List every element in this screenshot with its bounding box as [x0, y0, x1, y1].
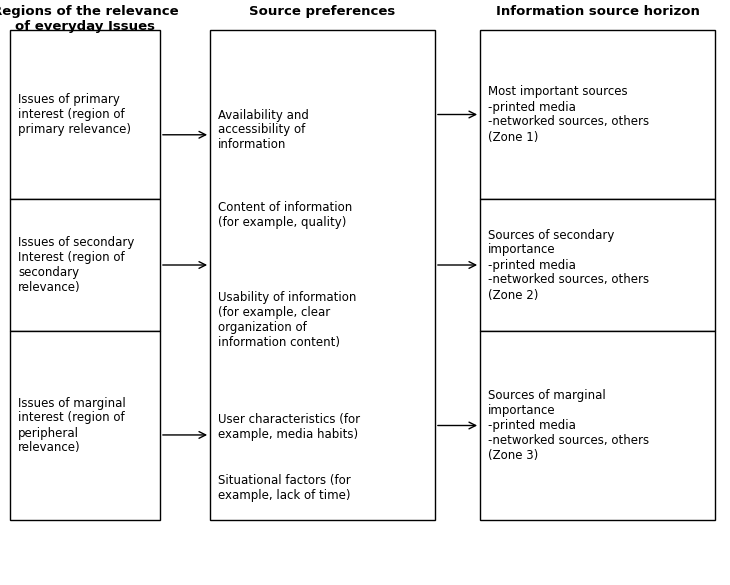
- Text: Most important sources
-printed media
-networked sources, others
(Zone 1): Most important sources -printed media -n…: [488, 85, 649, 143]
- Text: Sources of secondary
importance
-printed media
-networked sources, others
(Zone : Sources of secondary importance -printed…: [488, 229, 649, 301]
- Text: Issues of marginal
interest (region of
peripheral
relevance): Issues of marginal interest (region of p…: [18, 397, 126, 455]
- Text: Information source horizon: Information source horizon: [496, 5, 699, 18]
- Text: Issues of secondary
Interest (region of
secondary
relevance): Issues of secondary Interest (region of …: [18, 236, 134, 294]
- Text: Usability of information
(for example, clear
organization of
information content: Usability of information (for example, c…: [218, 291, 356, 349]
- Bar: [480, 331, 715, 520]
- Bar: [10, 331, 160, 520]
- Bar: [480, 199, 715, 331]
- Text: Situational factors (for
example, lack of time): Situational factors (for example, lack o…: [218, 474, 350, 502]
- Text: Regions of the relevance
of everyday Issues: Regions of the relevance of everyday Iss…: [0, 5, 178, 33]
- Bar: [10, 30, 160, 199]
- Bar: [480, 30, 715, 199]
- Text: Source preferences: Source preferences: [250, 5, 396, 18]
- Bar: [210, 30, 435, 520]
- Text: Availability and
accessibility of
information: Availability and accessibility of inform…: [218, 108, 309, 152]
- Text: Sources of marginal
importance
-printed media
-networked sources, others
(Zone 3: Sources of marginal importance -printed …: [488, 389, 649, 462]
- Bar: [10, 199, 160, 331]
- Text: User characteristics (for
example, media habits): User characteristics (for example, media…: [218, 413, 360, 441]
- Text: Content of information
(for example, quality): Content of information (for example, qua…: [218, 201, 353, 229]
- Text: Issues of primary
interest (region of
primary relevance): Issues of primary interest (region of pr…: [18, 93, 131, 136]
